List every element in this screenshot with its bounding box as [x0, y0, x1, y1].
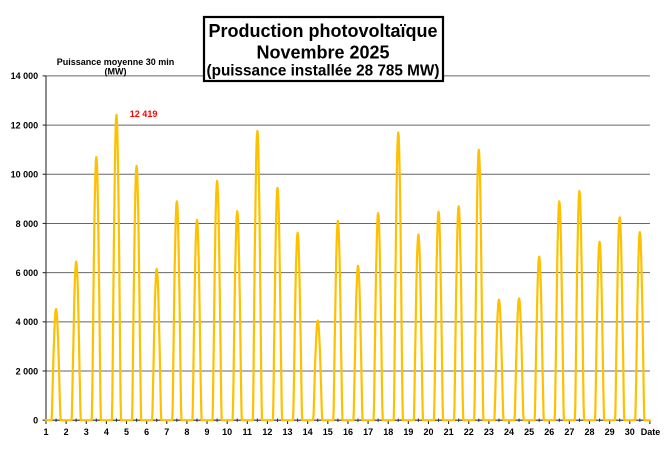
svg-text:17: 17 — [363, 427, 373, 437]
svg-text:23: 23 — [484, 427, 494, 437]
svg-text:Novembre 2025: Novembre 2025 — [256, 42, 389, 62]
svg-text:16: 16 — [343, 427, 353, 437]
svg-text:(puissance installée 28 785 MW: (puissance installée 28 785 MW) — [207, 63, 440, 80]
svg-text:3: 3 — [84, 427, 89, 437]
svg-text:1: 1 — [43, 427, 48, 437]
svg-text:0: 0 — [33, 416, 38, 426]
svg-text:4: 4 — [104, 427, 109, 437]
svg-text:14 000: 14 000 — [11, 71, 39, 81]
svg-text:4 000: 4 000 — [16, 317, 39, 327]
svg-text:12 419: 12 419 — [130, 109, 158, 119]
svg-text:Date: Date — [641, 427, 661, 437]
svg-text:6 000: 6 000 — [16, 268, 39, 278]
svg-text:24: 24 — [504, 427, 514, 437]
svg-text:28: 28 — [585, 427, 595, 437]
svg-text:2: 2 — [64, 427, 69, 437]
svg-text:15: 15 — [323, 427, 333, 437]
svg-text:18: 18 — [383, 427, 393, 437]
svg-text:(MW): (MW) — [105, 66, 127, 76]
svg-text:2 000: 2 000 — [16, 366, 39, 376]
svg-text:27: 27 — [564, 427, 574, 437]
svg-text:10 000: 10 000 — [11, 170, 39, 180]
svg-text:25: 25 — [524, 427, 534, 437]
svg-text:8: 8 — [184, 427, 189, 437]
svg-text:29: 29 — [605, 427, 615, 437]
svg-text:11: 11 — [243, 427, 253, 437]
svg-text:10: 10 — [222, 427, 232, 437]
svg-text:6: 6 — [144, 427, 149, 437]
svg-text:30: 30 — [625, 427, 635, 437]
svg-text:20: 20 — [423, 427, 433, 437]
svg-text:Puissance moyenne 30 min: Puissance moyenne 30 min — [57, 57, 175, 67]
svg-text:12: 12 — [262, 427, 272, 437]
svg-text:5: 5 — [124, 427, 129, 437]
svg-text:19: 19 — [403, 427, 413, 437]
svg-text:26: 26 — [544, 427, 554, 437]
svg-text:9: 9 — [205, 427, 210, 437]
svg-text:13: 13 — [283, 427, 293, 437]
svg-text:21: 21 — [444, 427, 454, 437]
svg-text:12 000: 12 000 — [11, 120, 39, 130]
svg-text:8 000: 8 000 — [16, 219, 39, 229]
svg-text:Production photovoltaïque: Production photovoltaïque — [209, 21, 438, 41]
svg-text:14: 14 — [303, 427, 313, 437]
svg-text:7: 7 — [164, 427, 169, 437]
svg-text:22: 22 — [464, 427, 474, 437]
